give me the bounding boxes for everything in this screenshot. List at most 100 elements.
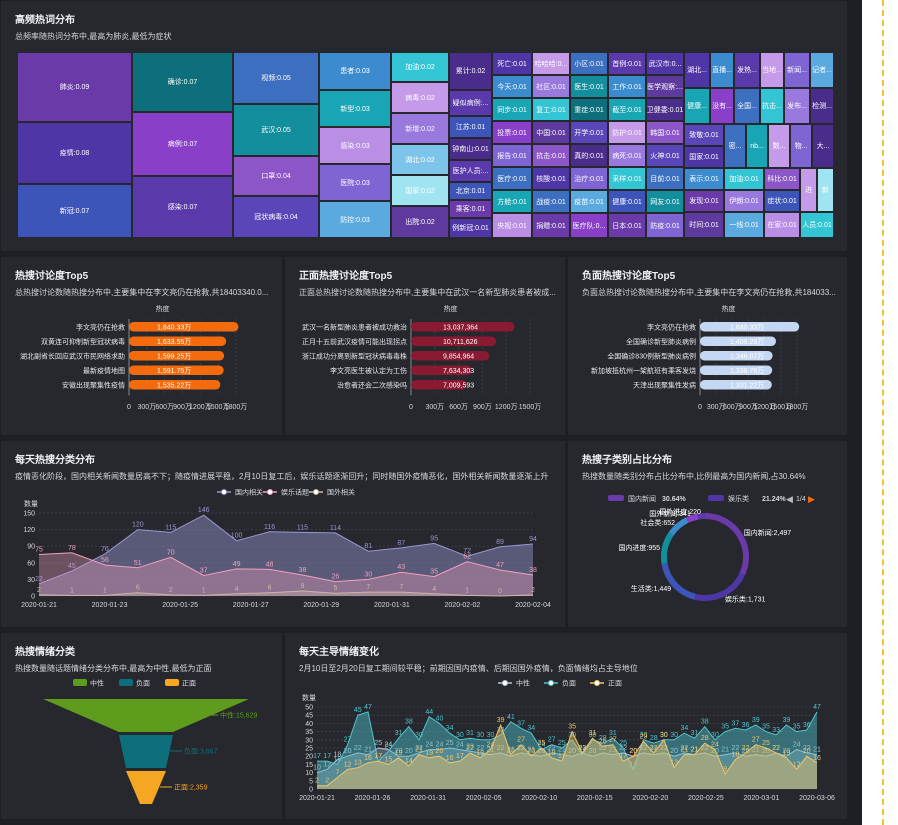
treemap-cell[interactable]: 数... xyxy=(768,124,790,168)
treemap-cell[interactable]: 火神:0.01 xyxy=(646,144,684,167)
treemap-cell[interactable]: 北京:0.01 xyxy=(449,182,492,200)
treemap-cell[interactable]: nb... xyxy=(746,124,768,168)
treemap-cell[interactable]: 医生:0.01 xyxy=(570,75,608,98)
treemap-cell[interactable]: 首例:0.01 xyxy=(608,52,646,75)
treemap-cell[interactable]: 密... xyxy=(724,124,746,168)
treemap-cell[interactable]: 当地... xyxy=(760,52,784,88)
treemap-cell[interactable]: 方舱:0.01 xyxy=(492,190,532,213)
treemap-cell[interactable]: 战疫:0.01 xyxy=(532,190,570,213)
treemap-cell[interactable]: 物... xyxy=(790,124,812,168)
treemap-cell[interactable]: 累计:0.02 xyxy=(449,52,492,90)
treemap-cell[interactable]: 感染:0.03 xyxy=(319,127,391,164)
treemap-cell[interactable]: 新闻... xyxy=(784,52,810,88)
treemap-cell[interactable]: 健康... xyxy=(684,88,710,124)
treemap-cell[interactable]: 医护人员:... xyxy=(449,160,492,182)
treemap-cell[interactable]: 感染:0.07 xyxy=(132,176,233,238)
treemap-cell[interactable]: 医学观察:... xyxy=(646,75,684,98)
treemap-cell[interactable]: 同步:0.01 xyxy=(492,98,532,121)
treemap-cell[interactable]: 死亡:0.01 xyxy=(492,52,532,75)
treemap-cell[interactable]: 进 xyxy=(800,168,817,212)
treemap-cell[interactable]: 今天:0.01 xyxy=(492,75,532,98)
treemap-cell[interactable]: 国家:0.01 xyxy=(684,146,724,168)
treemap-cell[interactable]: 例新冠:0.01 xyxy=(449,218,492,238)
treemap-cell[interactable]: 检测... xyxy=(810,88,834,124)
treemap-cell[interactable]: 抗击... xyxy=(760,88,784,124)
treemap-cell[interactable]: 重症:0.01 xyxy=(570,98,608,121)
treemap-cell[interactable]: 乘客:0.01 xyxy=(449,200,492,218)
treemap-cell[interactable]: 防控:0.03 xyxy=(319,201,391,238)
treemap-cell[interactable]: 健康:0.01 xyxy=(608,190,646,213)
treemap-cell[interactable]: 致敬:0.01 xyxy=(684,124,724,146)
treemap-cell[interactable]: 视频:0.05 xyxy=(233,52,319,104)
treemap-cell[interactable]: 直播... xyxy=(710,52,734,88)
treemap-cell[interactable]: 治疗:0.01 xyxy=(570,167,608,190)
treemap-cell[interactable]: 医院:0.03 xyxy=(319,164,391,201)
treemap-cell[interactable]: 人员:0.01 xyxy=(800,212,834,238)
treemap-cell[interactable]: 捐赠:0.01 xyxy=(532,213,570,238)
treemap-cell[interactable]: 科比:0.01 xyxy=(764,168,800,190)
treemap-cell[interactable]: 发热... xyxy=(734,52,760,88)
treemap-cell[interactable]: 记者... xyxy=(810,52,834,88)
treemap-cell[interactable]: 哈哈哈:0... xyxy=(532,52,570,75)
treemap-cell[interactable]: 投票:0.01 xyxy=(492,121,532,144)
treemap-cell[interactable]: 加油:0.02 xyxy=(391,52,449,82)
treemap-cell[interactable]: 截至:0.01 xyxy=(608,98,646,121)
treemap-cell[interactable]: 病毒:0.02 xyxy=(391,82,449,113)
treemap-cell[interactable]: 武汉:0.05 xyxy=(233,104,319,156)
treemap-cell[interactable]: 目前:0.01 xyxy=(646,167,684,190)
treemap-cell[interactable]: 伊朗:0.01 xyxy=(724,190,764,212)
treemap-cell[interactable]: 新 xyxy=(817,168,834,212)
treemap-cell[interactable]: 疑似病例:... xyxy=(449,90,492,116)
treemap-cell[interactable]: 病死:0.01 xyxy=(608,144,646,167)
treemap-cell[interactable]: 湖北:0.02 xyxy=(391,144,449,175)
treemap-cell[interactable]: 确诊:0.07 xyxy=(132,52,233,112)
treemap-cell[interactable]: 症状:0.01 xyxy=(764,190,800,212)
treemap-cell[interactable]: 报告:0.01 xyxy=(492,144,532,167)
treemap-cell[interactable]: 全国... xyxy=(734,88,760,124)
treemap-cell[interactable]: 开学:0.01 xyxy=(570,121,608,144)
treemap-cell[interactable]: 医疗队:0... xyxy=(570,213,608,238)
treemap-cell[interactable]: 社区:0.01 xyxy=(532,75,570,98)
treemap-cell[interactable]: 卫健委:0.01 xyxy=(646,98,684,121)
treemap-cell[interactable]: 没有... xyxy=(710,88,734,124)
treemap-cell[interactable]: 小区:0.01 xyxy=(570,52,608,75)
treemap-cell[interactable]: 中国:0.01 xyxy=(532,121,570,144)
treemap-cell[interactable]: 抗击:0.01 xyxy=(532,144,570,167)
treemap-cell[interactable]: 央视:0.01 xyxy=(492,213,532,238)
treemap-cell[interactable]: 发布... xyxy=(784,88,810,124)
treemap-cell[interactable]: 患者:0.03 xyxy=(319,52,391,90)
treemap-cell[interactable]: 采样:0.01 xyxy=(608,167,646,190)
treemap-cell[interactable]: 复工:0.01 xyxy=(532,98,570,121)
treemap-cell[interactable]: 疫情:0.08 xyxy=(17,122,132,184)
treemap-cell[interactable]: 病例:0.07 xyxy=(132,112,233,176)
treemap-cell[interactable]: 医疗:0.01 xyxy=(492,167,532,190)
treemap-cell[interactable]: 一线:0.01 xyxy=(724,212,764,238)
treemap-cell[interactable]: 大... xyxy=(812,124,834,168)
treemap-cell[interactable]: 钟南山:0.01 xyxy=(449,138,492,160)
treemap-cell[interactable]: 新冠:0.07 xyxy=(17,184,132,238)
treemap-cell[interactable]: 新增:0.02 xyxy=(391,113,449,144)
treemap-cell[interactable]: 日本:0.01 xyxy=(608,213,646,238)
treemap-cell[interactable]: 新型:0.03 xyxy=(319,90,391,127)
treemap-cell[interactable]: 表示:0.01 xyxy=(684,168,724,190)
treemap-cell[interactable]: 网友:0.01 xyxy=(646,190,684,213)
treemap-cell[interactable]: 肺炎:0.09 xyxy=(17,52,132,122)
treemap-cell[interactable]: 工作:0.01 xyxy=(608,75,646,98)
treemap-cell[interactable]: 韩国:0.01 xyxy=(646,121,684,144)
treemap-cell[interactable]: 武汉市:0... xyxy=(646,52,684,75)
treemap-cell[interactable]: 加油:0.01 xyxy=(724,168,764,190)
treemap-cell[interactable]: 防疫:0.01 xyxy=(646,213,684,238)
treemap-cell[interactable]: 江苏:0.01 xyxy=(449,116,492,138)
treemap-cell[interactable]: 疫苗:0.01 xyxy=(570,190,608,213)
treemap-cell[interactable]: 防护:0.01 xyxy=(608,121,646,144)
treemap-cell[interactable]: 时间:0.01 xyxy=(684,212,724,238)
treemap-cell[interactable]: 口罩:0.04 xyxy=(233,156,319,196)
treemap-cell[interactable]: 出院:0.02 xyxy=(391,206,449,238)
treemap-cell[interactable]: 真的:0.01 xyxy=(570,144,608,167)
treemap-cell[interactable]: 国家:0.02 xyxy=(391,175,449,206)
treemap-cell[interactable]: 湖北... xyxy=(684,52,710,88)
treemap-cell[interactable]: 发现:0.01 xyxy=(684,190,724,212)
treemap-cell[interactable]: 在家:0.01 xyxy=(764,212,800,238)
treemap-cell[interactable]: 核酸:0.01 xyxy=(532,167,570,190)
treemap-cell[interactable]: 冠状病毒:0.04 xyxy=(233,196,319,238)
